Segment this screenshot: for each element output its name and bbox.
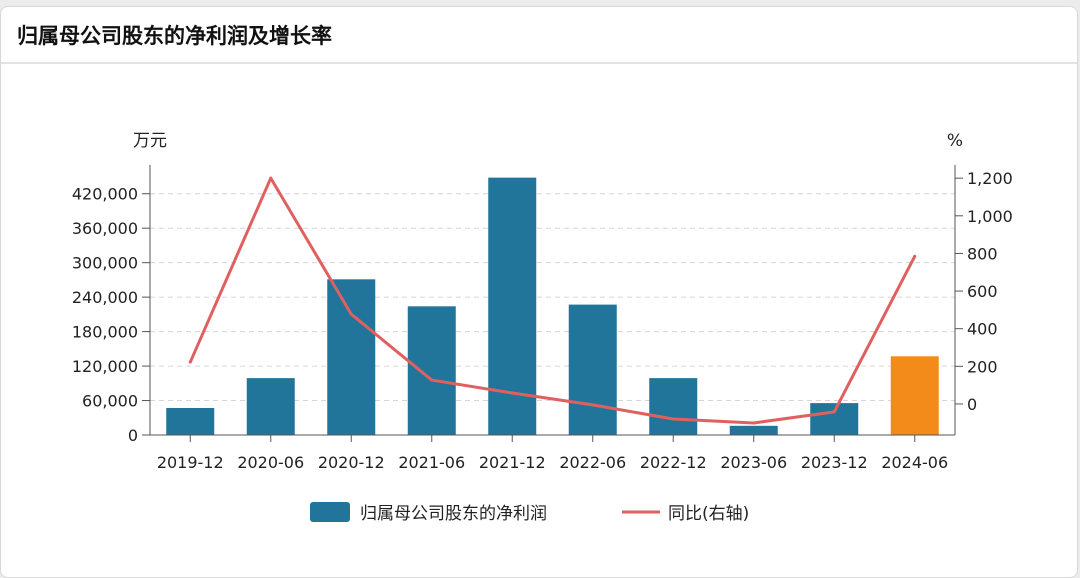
x-tick-label: 2023-12 <box>801 453 868 472</box>
bar-2019-12 <box>166 408 215 435</box>
y-right-tick-label: 0 <box>967 395 977 414</box>
x-tick-label: 2020-12 <box>318 453 385 472</box>
y-right-tick-label: 1,000 <box>967 207 1013 226</box>
combo-chart: 万元 % 0 60,000 120,000 180,000 240,000 300,000… <box>72 131 1013 524</box>
yoy-point-2020-12 <box>349 312 353 316</box>
y-left-tick-label: 360,000 <box>72 219 138 238</box>
bar-2020-06 <box>246 378 295 435</box>
y-right-tick-label: 200 <box>967 357 998 376</box>
x-tick-label: 2019-12 <box>157 453 224 472</box>
y-right-tick-label: 1,200 <box>967 169 1013 188</box>
yoy-point-2024-06 <box>913 254 917 258</box>
x-tick-label: 2021-12 <box>479 453 546 472</box>
x-tick-label: 2023-06 <box>720 453 787 472</box>
yoy-point-2021-06 <box>430 378 434 382</box>
y-right-label: % <box>947 131 963 151</box>
yoy-point-2019-12 <box>188 360 192 364</box>
legend-label-bar: 归属母公司股东的净利润 <box>360 504 547 524</box>
y-right-tick-label: 800 <box>967 244 998 263</box>
bar-2024-06 <box>890 356 939 435</box>
yoy-point-2022-12 <box>671 417 675 421</box>
x-tick-label: 2022-12 <box>640 453 707 472</box>
y-left-tick-label: 180,000 <box>72 323 138 342</box>
x-tick-label: 2021-06 <box>398 453 465 472</box>
card-title: 归属母公司股东的净利润及增长率 <box>17 23 332 48</box>
bar-2022-06 <box>568 304 617 435</box>
y-right-tick-label: 400 <box>967 320 998 339</box>
y-left-tick-label: 240,000 <box>72 288 138 307</box>
legend: 归属母公司股东的净利润 同比(右轴) <box>310 502 749 524</box>
y-left-tick-label: 300,000 <box>72 254 138 273</box>
card-header: 归属母公司股东的净利润及增长率 <box>1 7 1077 64</box>
yoy-point-2022-06 <box>591 403 595 407</box>
bar-2023-06 <box>729 425 778 435</box>
legend-label-line: 同比(右轴) <box>668 504 749 524</box>
y-left-tick-label: 420,000 <box>72 185 138 204</box>
x-tick-label: 2020-06 <box>237 453 304 472</box>
chart-card: 归属母公司股东的净利润及增长率 <box>0 6 1078 578</box>
legend-swatch-bar <box>310 502 350 522</box>
yoy-point-2023-06 <box>752 421 756 425</box>
yoy-point-2023-12 <box>832 410 836 414</box>
yoy-line <box>188 176 917 425</box>
bar-2021-06 <box>407 306 456 435</box>
y-left-label: 万元 <box>133 131 167 151</box>
y-right-tick-label: 600 <box>967 282 998 301</box>
bar-2020-12 <box>327 279 376 435</box>
bar-2023-12 <box>810 403 859 435</box>
yoy-point-2021-12 <box>510 391 514 395</box>
y-left-tick-label: 60,000 <box>82 392 138 411</box>
x-tick-label: 2022-06 <box>559 453 626 472</box>
x-tick-label: 2024-06 <box>881 453 948 472</box>
y-left-tick-label: 0 <box>128 426 138 445</box>
yoy-point-2020-06 <box>269 176 273 180</box>
y-left-tick-label: 120,000 <box>72 357 138 376</box>
bar-2022-12 <box>649 378 698 435</box>
